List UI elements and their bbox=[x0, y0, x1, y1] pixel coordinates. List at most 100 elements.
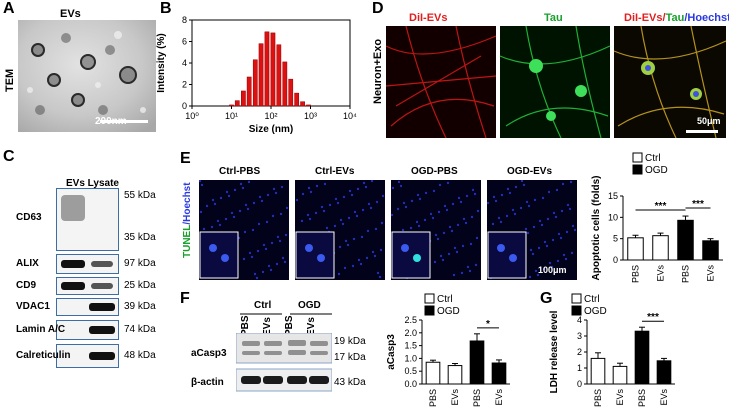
nucleus-dot bbox=[396, 207, 400, 211]
nucleus-dot bbox=[343, 266, 347, 270]
nucleus-dot bbox=[436, 237, 440, 241]
nucleus-dot bbox=[364, 185, 368, 189]
chart-ytick-label: 10 bbox=[608, 212, 618, 222]
nucleus-dot bbox=[506, 187, 510, 191]
legend-ctrl-swatch bbox=[424, 293, 435, 304]
panel-b-letter: B bbox=[160, 0, 172, 17]
panel-f-letter: F bbox=[180, 290, 190, 307]
chart-bar bbox=[634, 330, 650, 385]
nucleus-dot bbox=[366, 229, 370, 233]
nucleus-dot bbox=[429, 212, 433, 216]
blot-row-label: VDAC1 bbox=[16, 301, 50, 312]
nucleus-dot bbox=[269, 268, 273, 272]
inset-cell bbox=[209, 244, 217, 252]
chart-ytick-label: 3 bbox=[577, 331, 582, 341]
nucleus-dot bbox=[252, 201, 256, 205]
blot-kda-label: 48 kDa bbox=[124, 350, 156, 361]
panel-g-letter: G bbox=[540, 290, 553, 307]
nucleus-dot bbox=[548, 261, 552, 265]
nucleus-dot bbox=[322, 209, 326, 213]
chart-bar bbox=[469, 340, 485, 385]
nucleus-dot bbox=[224, 217, 228, 221]
nucleus-dot bbox=[466, 265, 470, 269]
panel-f-kda1: 19 kDa bbox=[334, 336, 366, 347]
nucleus-dot bbox=[391, 213, 394, 217]
nucleus-dot bbox=[246, 207, 250, 211]
nucleus-dot bbox=[568, 207, 572, 211]
nucleus-dot bbox=[546, 217, 550, 221]
nucleus-dot bbox=[573, 228, 577, 232]
panel-f-group-lines bbox=[240, 313, 332, 315]
nucleus-dot bbox=[439, 254, 443, 258]
chart-ytick-label: 0 bbox=[577, 379, 582, 389]
nucleus-dot bbox=[524, 227, 528, 231]
nucleus-dot bbox=[452, 273, 456, 277]
blot-box bbox=[56, 277, 119, 295]
chart-xtick-label: PBS bbox=[472, 389, 482, 407]
chart-ytick-label: 2.0 bbox=[404, 328, 417, 338]
nucleus-dot bbox=[205, 204, 209, 208]
nucleus-dot bbox=[279, 212, 283, 216]
chart-ytick-label: 0.5 bbox=[404, 366, 417, 376]
chart-sig-label: * bbox=[486, 319, 490, 330]
nucleus-dot bbox=[211, 198, 215, 202]
chart-bar bbox=[656, 360, 672, 385]
nucleus-dot bbox=[270, 241, 274, 245]
nucleus-dot bbox=[522, 183, 526, 187]
chart-b-bar bbox=[258, 43, 264, 107]
chart-b-ytick-label: 6 bbox=[182, 37, 187, 47]
nucleus-dot bbox=[476, 209, 480, 213]
nucleus-dot bbox=[432, 189, 436, 193]
nucleus-dot bbox=[438, 183, 442, 187]
panel-a-title: EVs bbox=[60, 8, 81, 20]
panel-a-letter: A bbox=[3, 0, 15, 17]
nucleus-dot bbox=[238, 209, 242, 213]
chart-ytick-label: 1.0 bbox=[404, 353, 417, 363]
blot-band bbox=[61, 195, 85, 221]
size-distribution-chart: 0 2 4 6 8 10⁰ 10¹ 10² 10³ 10⁴ Size (nm) Intensity (… bbox=[156, 15, 357, 135]
nucleus-dot bbox=[457, 196, 461, 200]
nucleus-dot bbox=[346, 243, 350, 247]
legend-ctrl-label: Ctrl bbox=[584, 294, 600, 305]
chart-b-ytick-label: 4 bbox=[182, 58, 187, 68]
nucleus-dot bbox=[244, 203, 248, 207]
chart-bar bbox=[627, 237, 644, 261]
nucleus-dot bbox=[376, 271, 380, 275]
tunel-inset bbox=[391, 231, 431, 279]
nucleus-dot bbox=[497, 216, 501, 220]
blot-kda-label: 55 kDa bbox=[124, 190, 156, 201]
panel-f-kda3: 43 kDa bbox=[334, 377, 366, 388]
panel-f-group2: OGD bbox=[298, 300, 321, 311]
nucleus-dot bbox=[242, 257, 246, 261]
chart-b-bar bbox=[306, 104, 311, 107]
nucleus-dot bbox=[320, 205, 324, 209]
tunel-inset bbox=[199, 231, 239, 279]
nucleus-dot bbox=[542, 267, 546, 271]
nucleus-dot bbox=[541, 196, 545, 200]
nucleus-dot bbox=[219, 196, 223, 200]
nucleus-dot bbox=[339, 218, 343, 222]
nucleus-dot bbox=[545, 244, 549, 248]
nucleus-dot bbox=[373, 254, 377, 258]
chart-sig-label: *** bbox=[647, 312, 659, 323]
blot-box bbox=[56, 188, 119, 251]
nucleus-dot bbox=[278, 239, 282, 243]
nucleus-dot bbox=[475, 236, 479, 240]
chart-bar bbox=[590, 357, 606, 385]
chart-b-bar bbox=[246, 76, 252, 107]
panel-d-ch3: DiI-EVs/Tau/Hoechst bbox=[624, 12, 729, 24]
nucleus-dot bbox=[465, 194, 469, 198]
nucleus-dot bbox=[571, 224, 575, 228]
nucleus-dot bbox=[520, 180, 524, 183]
blot-band bbox=[91, 261, 113, 267]
chart-xtick-label: PBS bbox=[428, 389, 438, 407]
ldh-release-chart: 0 1 2 3 4 PBS EVs PBS EVs *** LDH release level Ctr… bbox=[549, 293, 675, 407]
chart-ytick-label: 2 bbox=[577, 347, 582, 357]
nucleus-dot bbox=[556, 259, 560, 263]
nucleus-dot bbox=[350, 193, 354, 197]
chart-bar bbox=[677, 219, 694, 261]
nucleus-dot bbox=[529, 248, 533, 252]
nucleus-dot bbox=[210, 225, 214, 229]
nucleus-dot bbox=[359, 262, 363, 266]
chart-b-bar bbox=[241, 90, 246, 107]
